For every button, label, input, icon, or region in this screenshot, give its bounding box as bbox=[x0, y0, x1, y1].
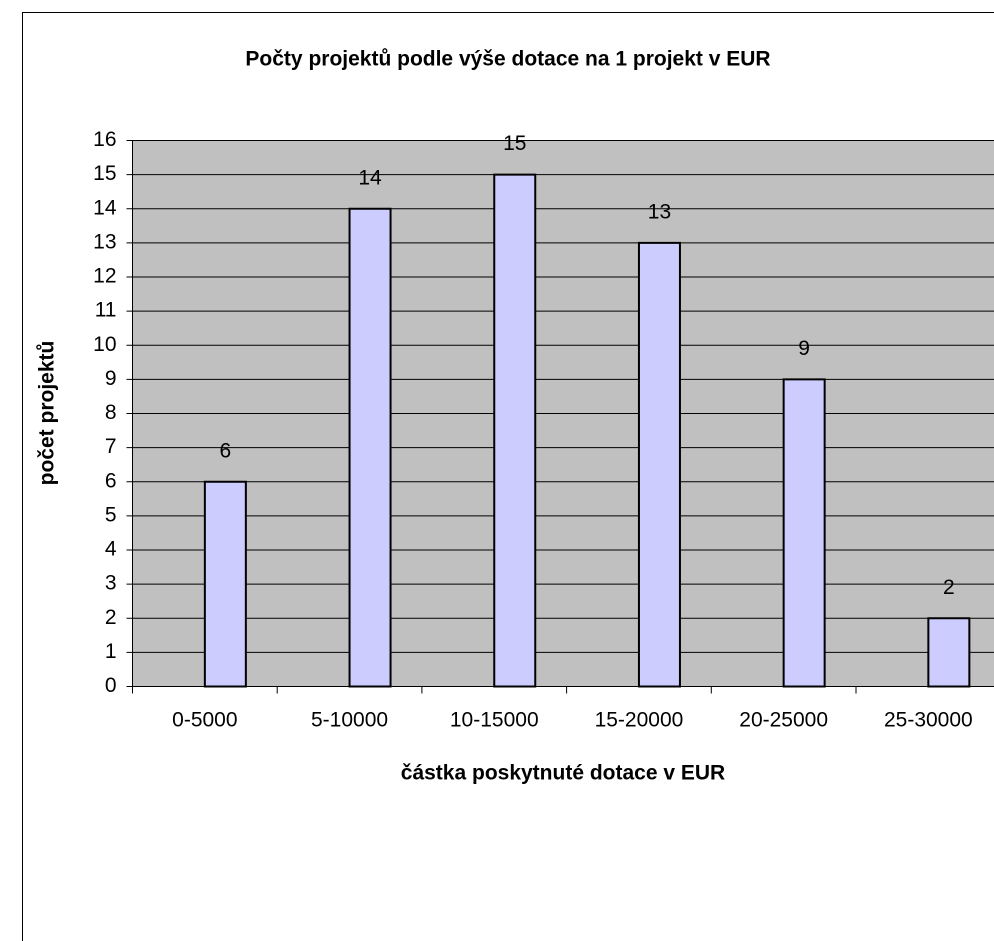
x-tick-label: 10-15000 bbox=[450, 709, 539, 732]
data-label: 13 bbox=[648, 200, 671, 223]
y-tick-label: 10 bbox=[93, 333, 116, 356]
data-label: 6 bbox=[220, 439, 232, 462]
bar bbox=[348, 207, 392, 688]
y-tick-label: 4 bbox=[105, 538, 117, 561]
bar bbox=[203, 480, 247, 688]
y-tick-label: 0 bbox=[105, 674, 117, 697]
data-label: 15 bbox=[503, 132, 526, 155]
x-tick-label: 20-25000 bbox=[739, 709, 828, 732]
x-tick-label: 25-30000 bbox=[884, 709, 973, 732]
x-tick-label: 5-10000 bbox=[311, 709, 388, 732]
bar bbox=[493, 173, 537, 688]
y-tick-label: 8 bbox=[105, 401, 117, 424]
data-label: 9 bbox=[798, 337, 810, 360]
y-tick-label: 1 bbox=[105, 640, 117, 663]
y-tick-label: 9 bbox=[105, 367, 117, 390]
y-tick-label: 5 bbox=[105, 503, 117, 526]
y-tick-label: 14 bbox=[93, 196, 117, 219]
x-tick-label: 0-5000 bbox=[172, 709, 237, 732]
data-label: 2 bbox=[943, 576, 955, 599]
y-tick-label: 3 bbox=[105, 572, 117, 595]
x-axis-label: částka poskytnuté dotace v EUR bbox=[401, 762, 725, 785]
bar bbox=[782, 378, 826, 688]
x-tick-label: 15-20000 bbox=[595, 709, 684, 732]
y-tick-label: 6 bbox=[105, 469, 117, 492]
y-tick-label: 11 bbox=[95, 299, 117, 322]
y-tick-label: 12 bbox=[93, 265, 116, 288]
y-tick-label: 16 bbox=[93, 128, 116, 151]
y-tick-label: 7 bbox=[105, 435, 117, 458]
y-axis-label: počet projektů bbox=[36, 341, 59, 486]
bar bbox=[637, 241, 681, 688]
y-tick-label: 13 bbox=[93, 230, 116, 253]
y-tick-label: 2 bbox=[105, 606, 117, 629]
data-label: 14 bbox=[358, 166, 382, 189]
bar bbox=[927, 617, 971, 688]
y-tick-label: 15 bbox=[93, 162, 116, 185]
chart-title: Počty projektů podle výše dotace na 1 pr… bbox=[245, 48, 770, 71]
